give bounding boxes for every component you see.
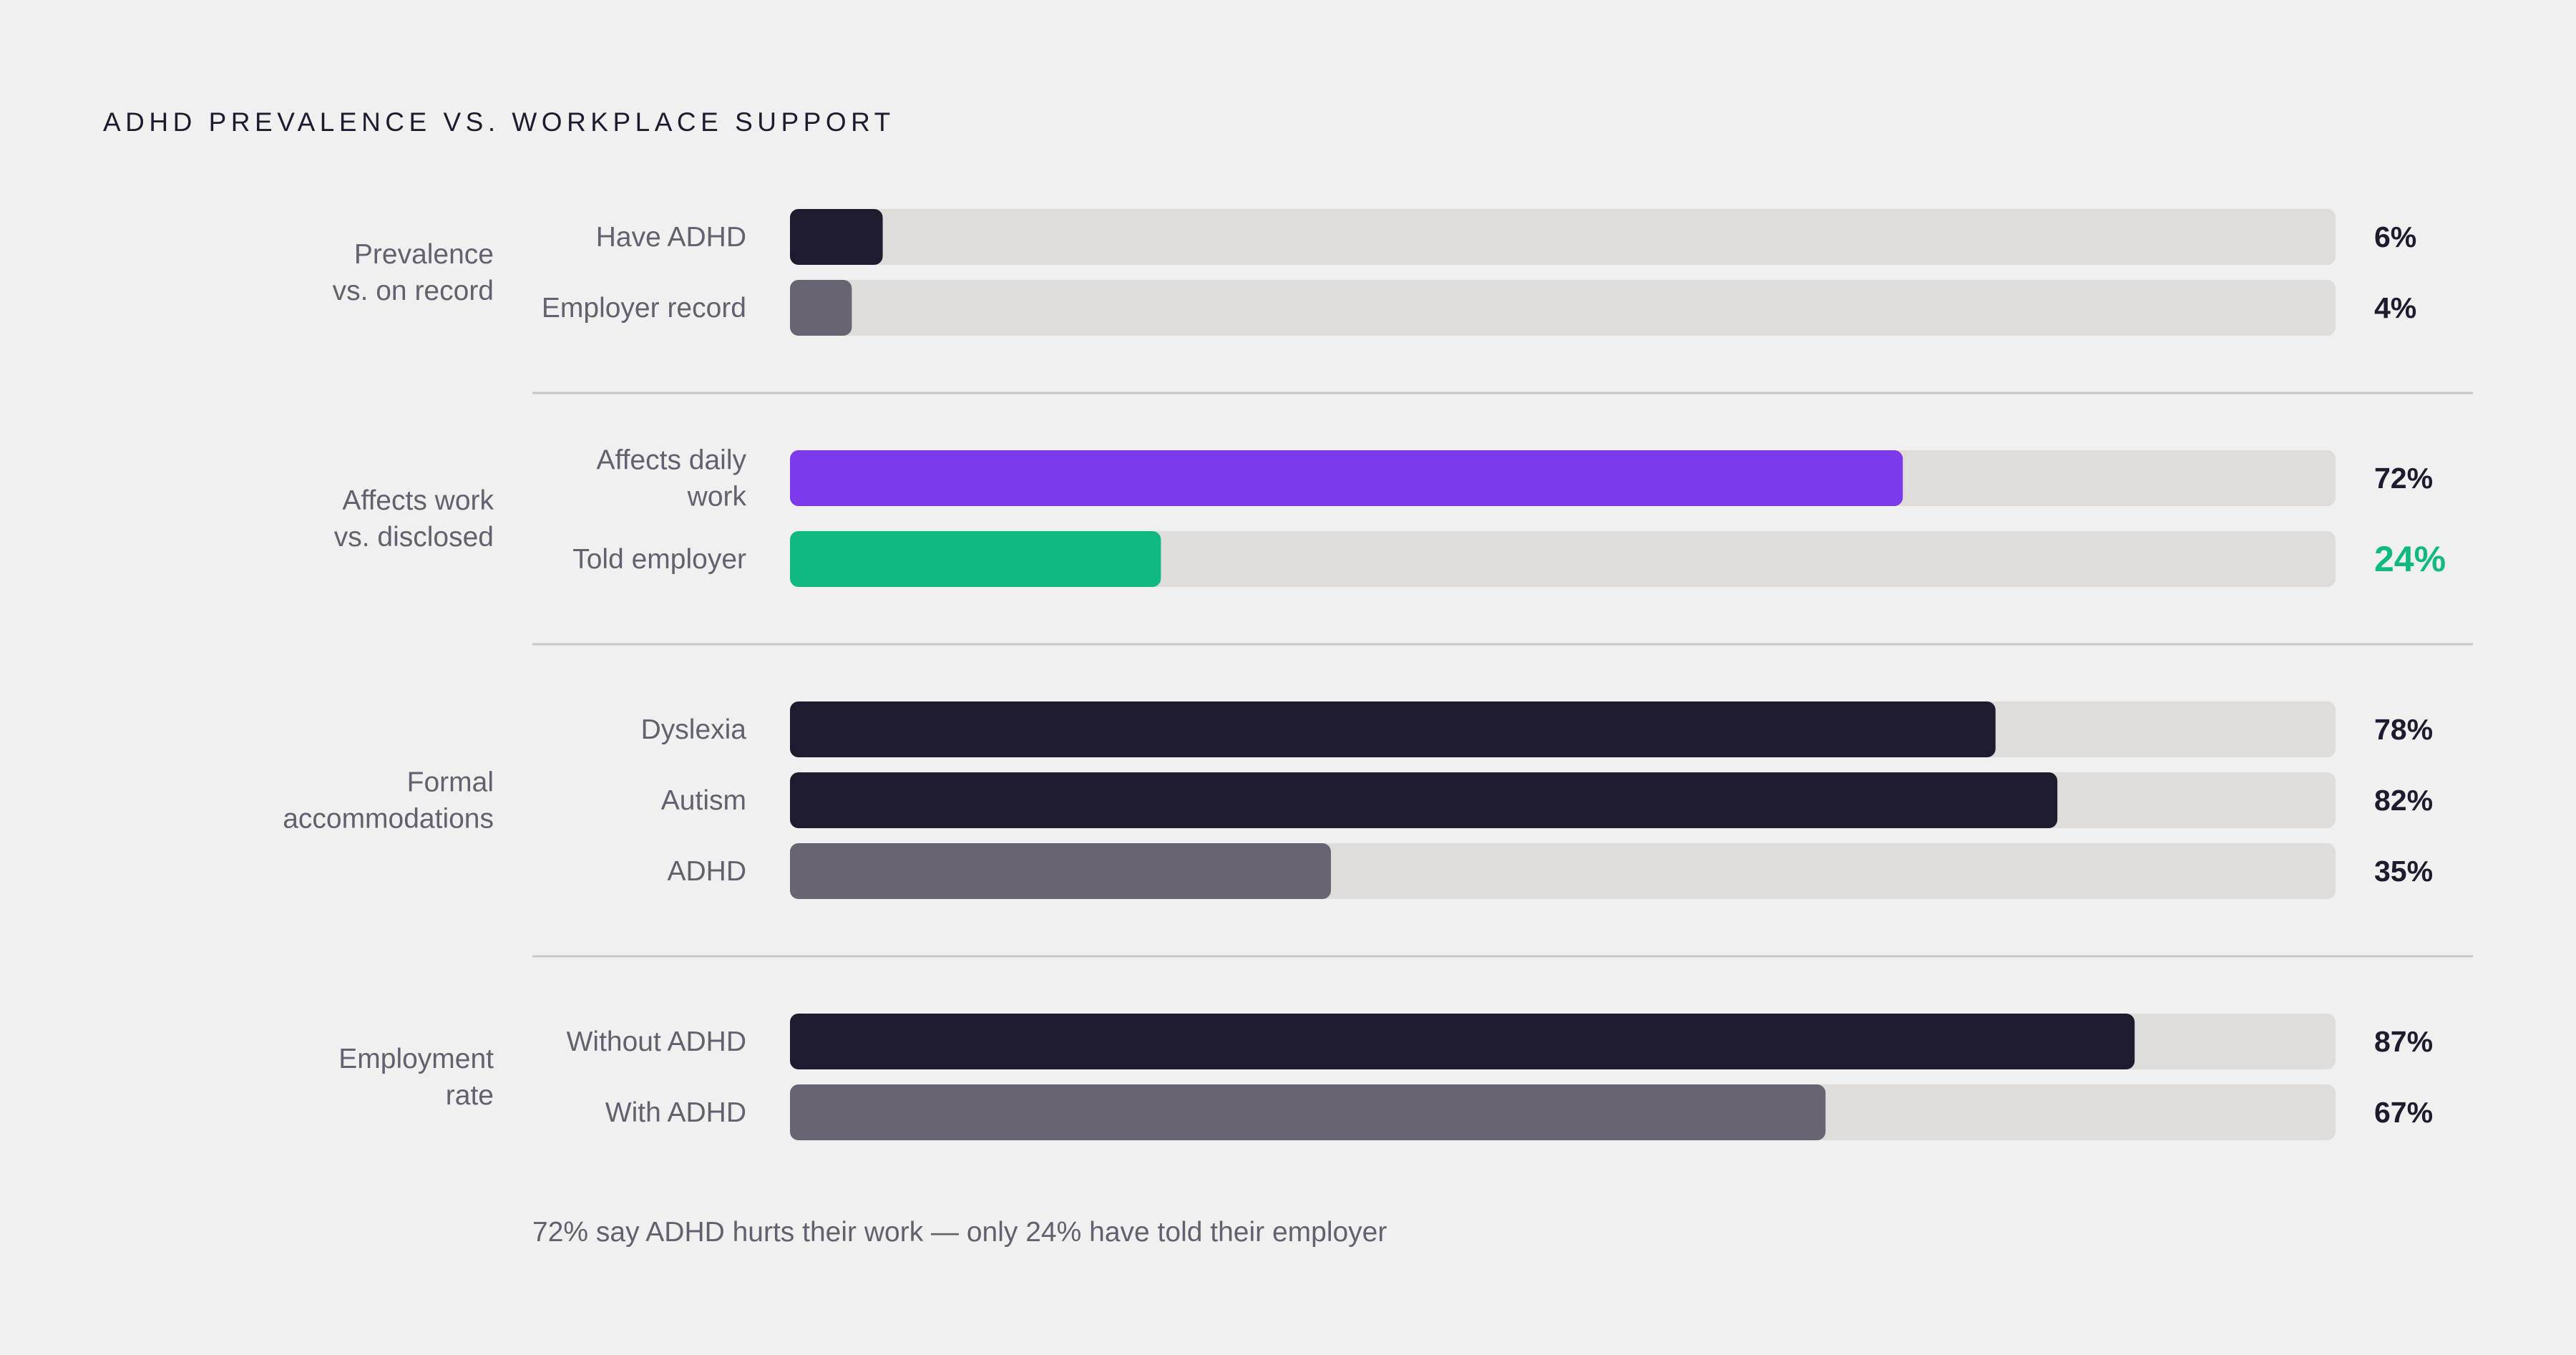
group-label-line: Formal (407, 767, 494, 798)
bar-label-line: With ADHD (605, 1097, 746, 1128)
group-label-line: rate (446, 1080, 494, 1111)
value-label: 72% (2374, 462, 2433, 495)
value-label: 78% (2374, 713, 2433, 746)
bar-group: Without ADHD 87% With ADHD 67% Employment rat… (338, 1014, 2433, 1140)
bar-track (790, 280, 2336, 336)
value-label: 82% (2374, 784, 2433, 817)
group-label-line: accommodations (283, 804, 494, 835)
group-label-line: vs. on record (333, 276, 494, 306)
bar (790, 772, 2058, 828)
value-label: 24% (2374, 539, 2446, 579)
group-label: Formal accommodations (283, 767, 494, 835)
bar (790, 280, 852, 336)
bar-label: Told employer (572, 544, 746, 575)
value-label: 67% (2374, 1096, 2433, 1129)
bar (790, 531, 1161, 587)
bar-track (790, 209, 2336, 265)
bar-label: Without ADHD (567, 1026, 746, 1057)
bar-track (790, 531, 2336, 587)
group-label: Affects work vs. disclosed (334, 485, 494, 553)
bar (790, 1084, 1826, 1140)
group-label-line: vs. disclosed (334, 522, 494, 553)
group-label-line: Affects work (342, 485, 494, 516)
bar-label: Autism (661, 785, 746, 816)
bar-label: Have ADHD (596, 222, 746, 253)
value-label: 4% (2374, 291, 2416, 324)
group-label-line: Prevalence (354, 239, 494, 270)
value-label: 87% (2374, 1025, 2433, 1058)
bar-label-line: Dyslexia (641, 714, 747, 745)
bar-label: With ADHD (605, 1097, 746, 1128)
value-label: 6% (2374, 220, 2416, 253)
bar-group: Dyslexia 78% Autism 82% ADHD 35% Formal accommo… (283, 701, 2473, 958)
bar (790, 701, 1996, 757)
bar-label-line: Autism (661, 785, 746, 816)
group-label: Prevalence vs. on record (333, 239, 494, 306)
bar (790, 450, 1903, 506)
chart-footnote: 72% say ADHD hurts their work — only 24%… (532, 1217, 1387, 1248)
bar-label-line: Have ADHD (596, 222, 746, 253)
bar-label-line: ADHD (667, 856, 746, 887)
bar-label: Dyslexia (641, 714, 747, 745)
bar-label: Affects daily work (596, 445, 746, 513)
bar-label-line: work (687, 482, 747, 513)
chart-title: ADHD PREVALENCE VS. WORKPLACE SUPPORT (103, 107, 895, 137)
bar-label-line: Told employer (572, 544, 746, 575)
group-label: Employment rate (338, 1044, 494, 1111)
bar-label-line: Affects daily (596, 445, 746, 476)
bar-group: Have ADHD 6% Employer record 4% Prevalence vs… (333, 209, 2473, 394)
bar (790, 1014, 2135, 1069)
bar-label-line: Without ADHD (567, 1026, 746, 1057)
bar (790, 843, 1331, 899)
bar-groups: Have ADHD 6% Employer record 4% Prevalence vs… (283, 209, 2473, 1140)
bar-label: ADHD (667, 856, 746, 887)
group-label-line: Employment (338, 1044, 494, 1074)
bar-label-line: Employer record (542, 293, 746, 324)
bar (790, 209, 883, 265)
bar-label: Employer record (542, 293, 746, 324)
value-label: 35% (2374, 855, 2433, 888)
bar-group: Affects daily work 72% Told employer 24% Affe… (334, 445, 2473, 646)
